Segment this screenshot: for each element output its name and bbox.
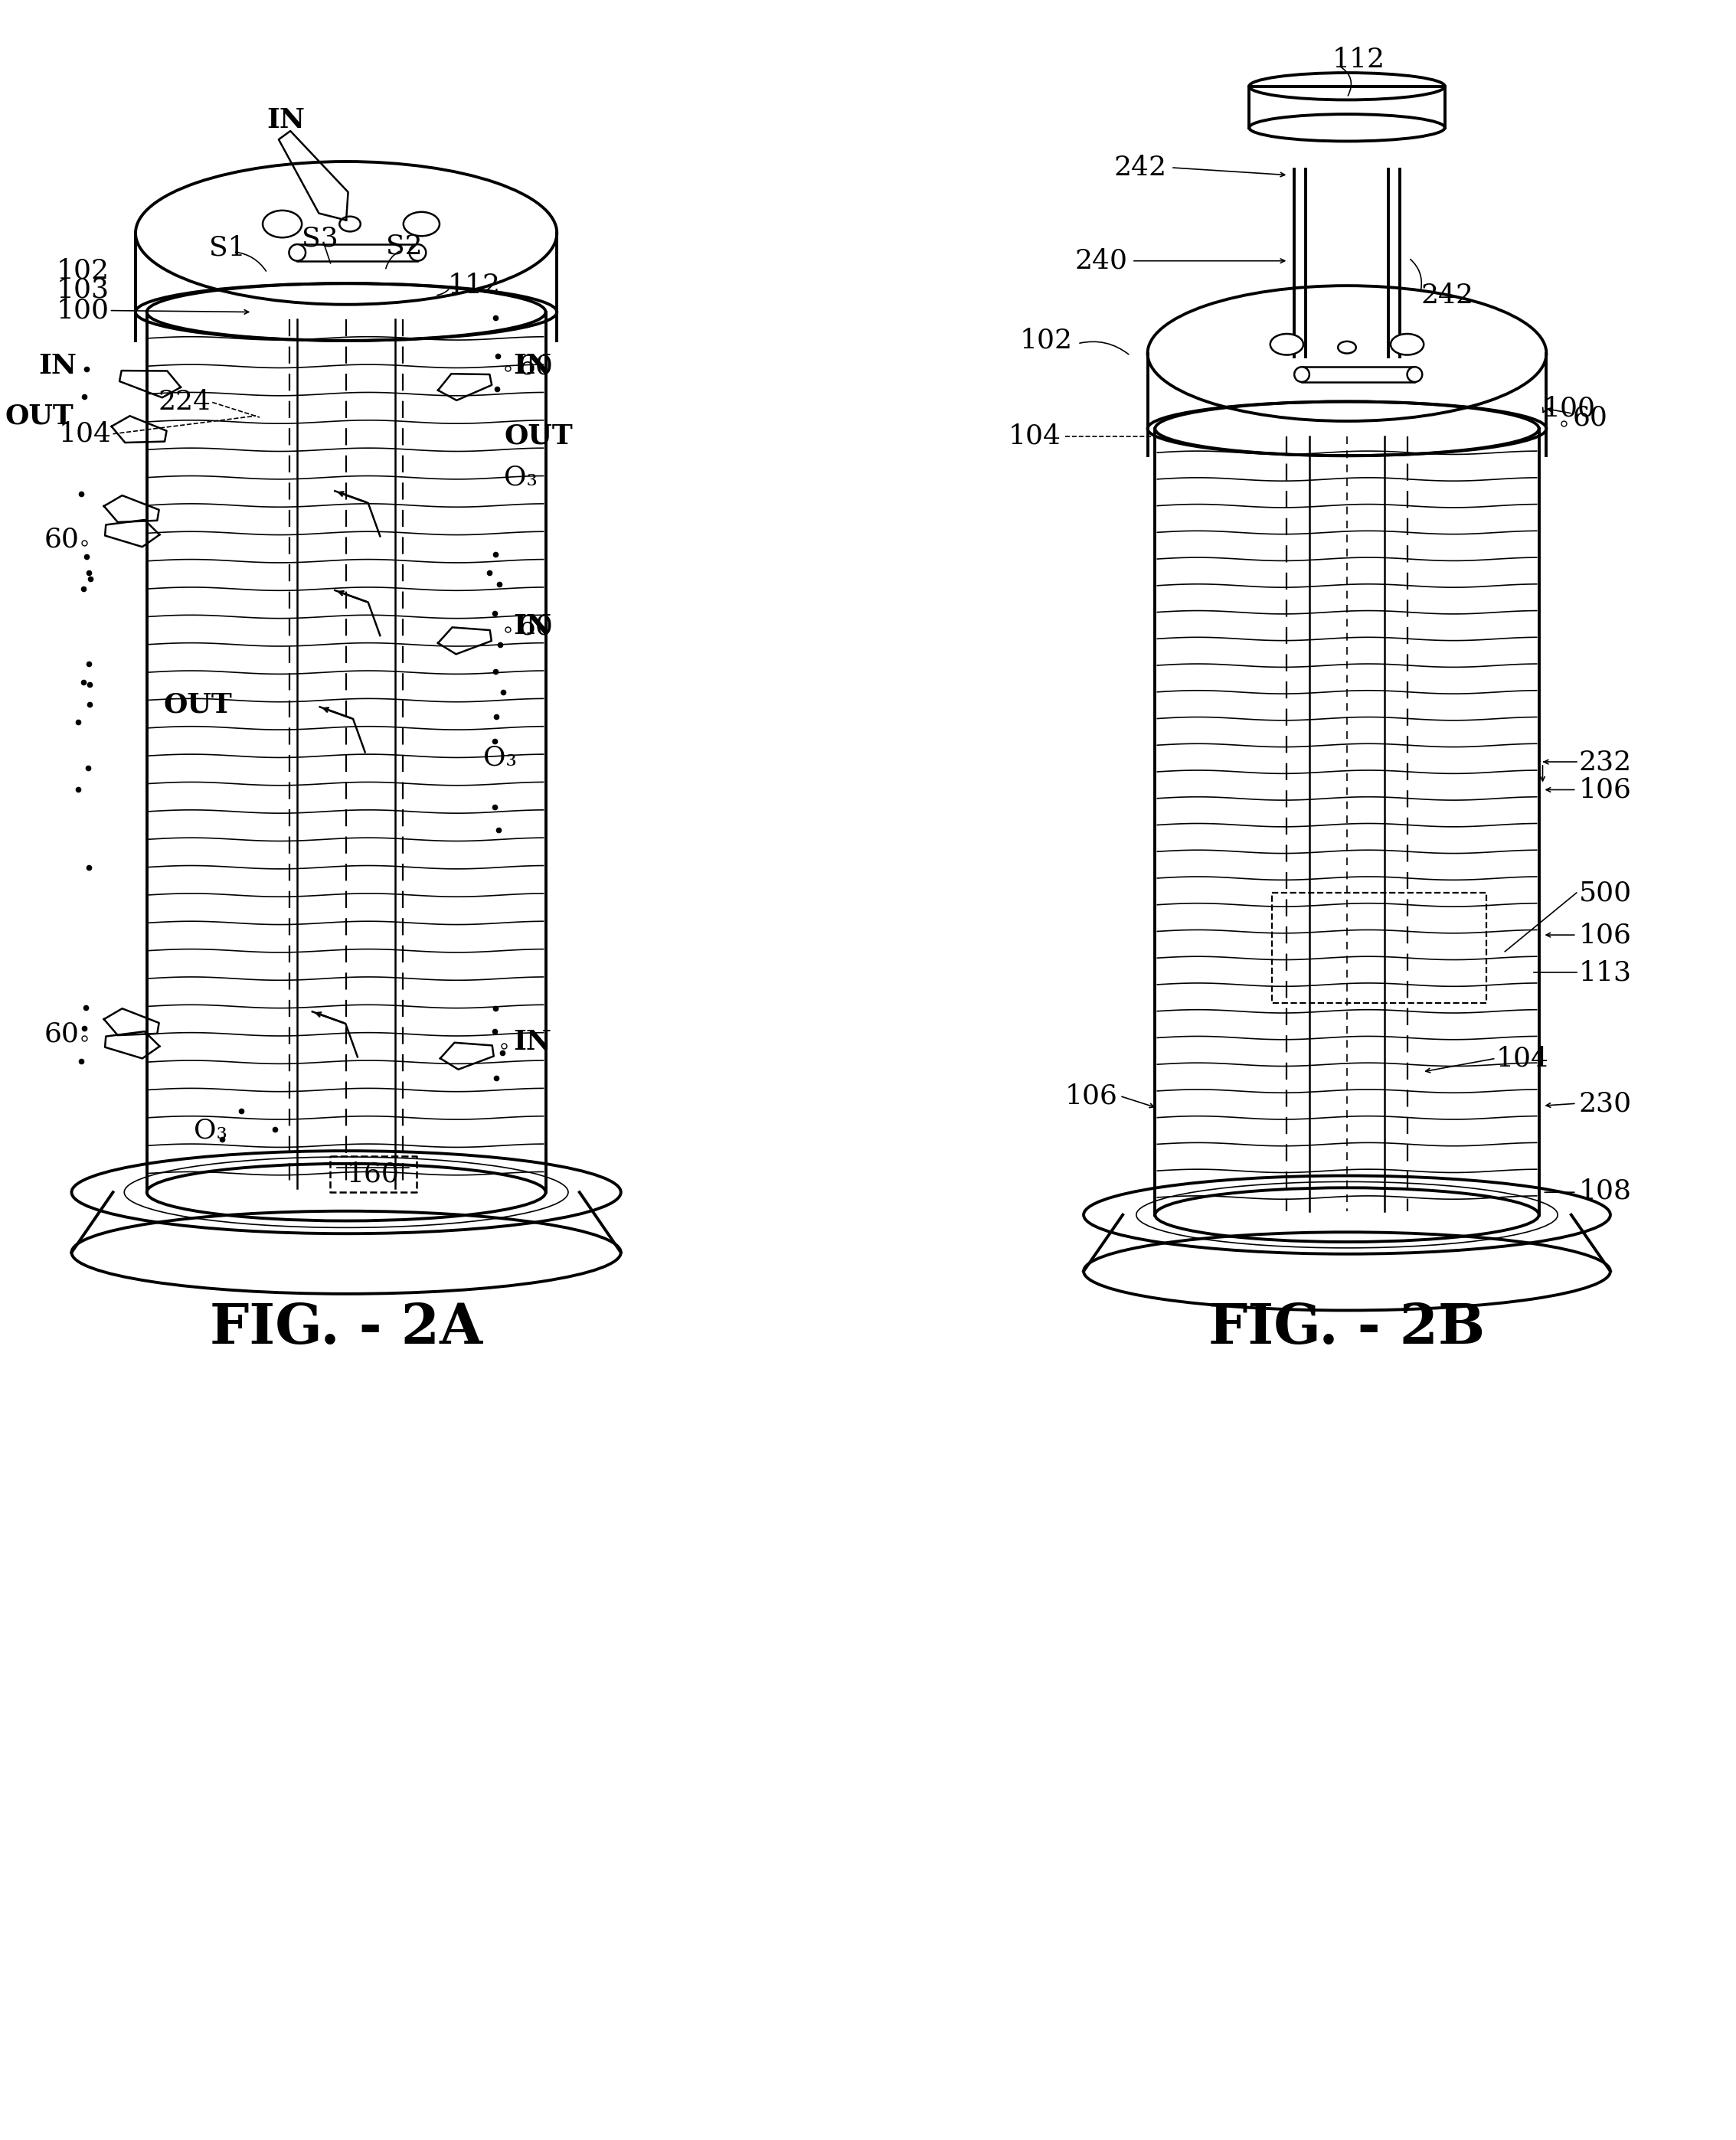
Text: FIG. - 2A: FIG. - 2A: [210, 1301, 483, 1355]
Ellipse shape: [262, 210, 302, 238]
Text: 112: 112: [1332, 47, 1385, 73]
Text: 60: 60: [517, 353, 552, 379]
Text: 100: 100: [1543, 396, 1595, 422]
Text: 242: 242: [1420, 282, 1474, 308]
Ellipse shape: [1338, 342, 1356, 353]
Text: O₃: O₃: [503, 464, 538, 490]
Ellipse shape: [410, 244, 425, 261]
Text: IN: IN: [267, 107, 306, 133]
Text: 106: 106: [1064, 1083, 1118, 1109]
Text: 500: 500: [1578, 880, 1632, 905]
Text: FIG. - 2B: FIG. - 2B: [1208, 1301, 1486, 1355]
Ellipse shape: [340, 216, 361, 231]
Text: S3: S3: [302, 225, 339, 250]
Text: IN: IN: [514, 353, 552, 379]
Ellipse shape: [1408, 366, 1422, 381]
Ellipse shape: [288, 244, 306, 261]
Text: 104: 104: [1009, 424, 1061, 449]
Text: 224: 224: [158, 389, 210, 415]
Text: 102: 102: [1019, 327, 1073, 353]
Text: 232: 232: [1578, 749, 1632, 775]
Text: 100: 100: [56, 297, 109, 323]
Text: 103: 103: [56, 276, 109, 302]
Ellipse shape: [403, 212, 439, 235]
Text: 242: 242: [1113, 154, 1167, 180]
Text: 113: 113: [1578, 959, 1632, 987]
Text: OUT: OUT: [503, 424, 573, 449]
Text: IN: IN: [514, 614, 552, 640]
Text: 230: 230: [1578, 1091, 1632, 1117]
Text: 108: 108: [1578, 1177, 1632, 1205]
Text: O₃: O₃: [483, 745, 517, 770]
Ellipse shape: [1250, 113, 1444, 141]
Text: S1: S1: [208, 235, 245, 261]
Text: 104: 104: [59, 422, 111, 447]
Text: IN: IN: [514, 1029, 552, 1055]
Text: 240: 240: [1075, 248, 1127, 274]
Text: O₃: O₃: [194, 1117, 227, 1143]
Ellipse shape: [1391, 334, 1424, 355]
Text: 106: 106: [1578, 922, 1632, 948]
Text: 60: 60: [43, 526, 80, 552]
Text: 104: 104: [1496, 1044, 1549, 1072]
Text: 160: 160: [347, 1162, 399, 1188]
Ellipse shape: [1295, 366, 1309, 381]
Text: 60: 60: [43, 1021, 80, 1046]
Text: 106: 106: [1578, 777, 1632, 802]
Text: 102: 102: [56, 257, 109, 285]
Text: 60: 60: [517, 614, 552, 640]
Ellipse shape: [1271, 334, 1304, 355]
Text: OUT: OUT: [163, 691, 233, 717]
Text: IN: IN: [38, 353, 76, 379]
Text: OUT: OUT: [5, 402, 75, 428]
Text: 112: 112: [448, 272, 500, 300]
Text: S2: S2: [385, 233, 422, 259]
Text: 60: 60: [1573, 404, 1608, 430]
